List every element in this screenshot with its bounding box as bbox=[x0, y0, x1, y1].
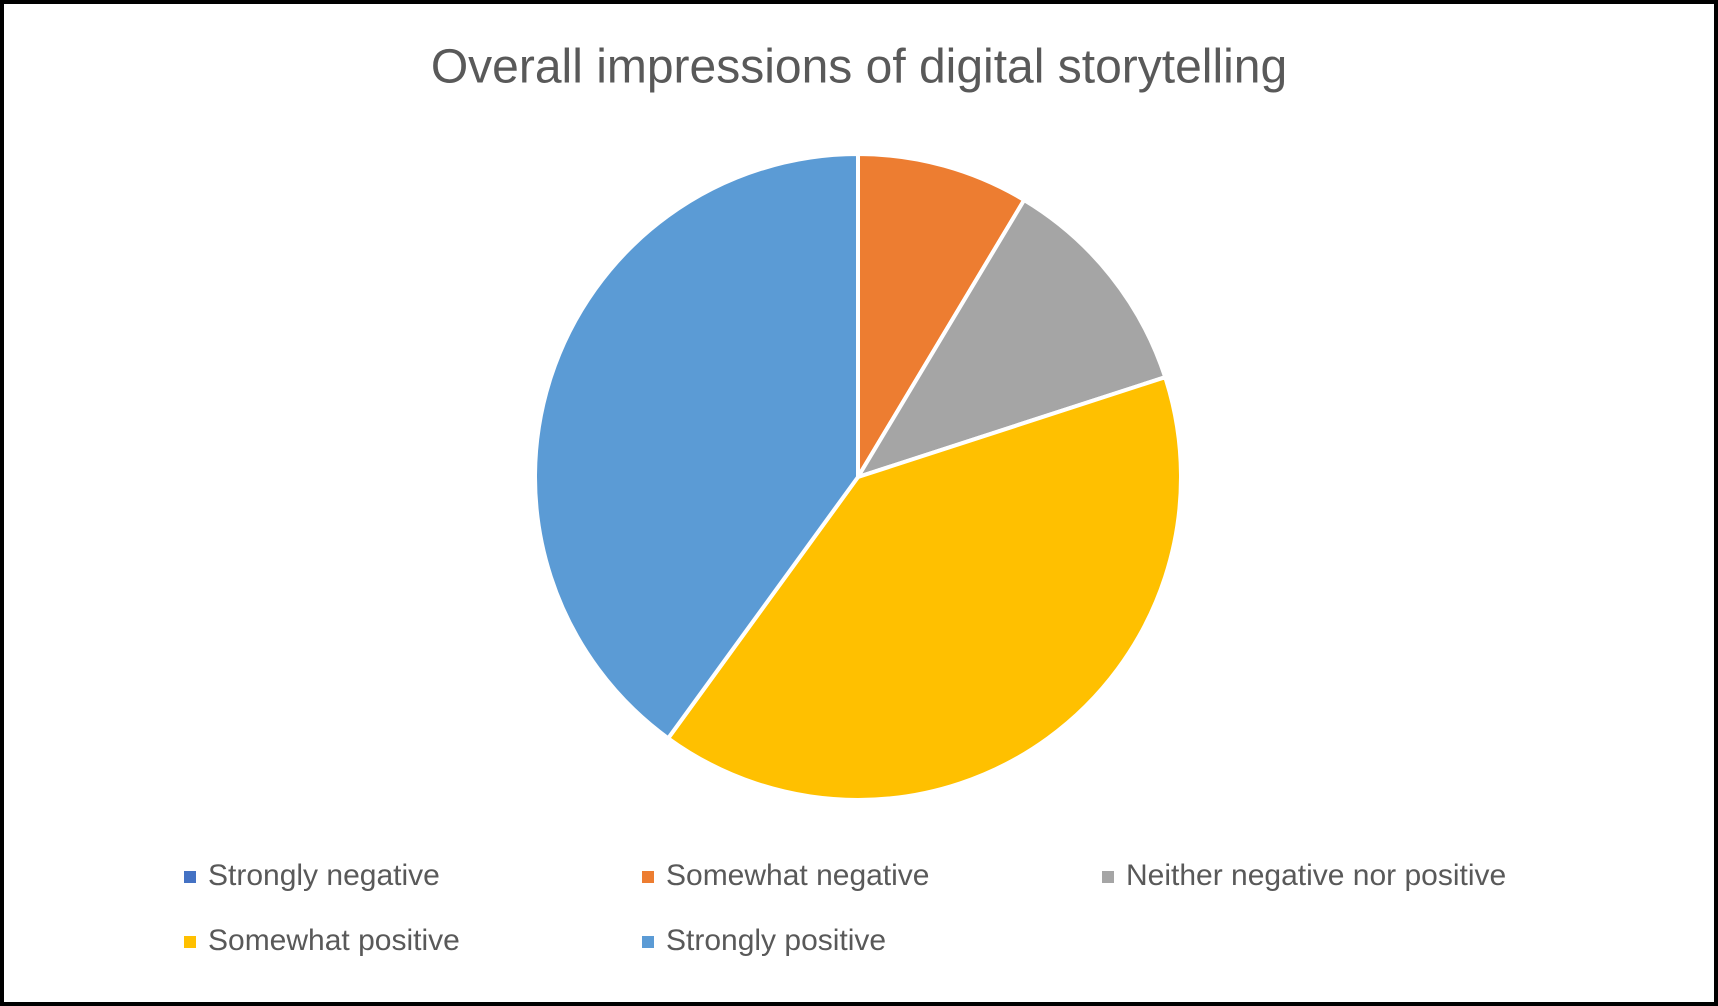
legend-label: Somewhat negative bbox=[666, 859, 930, 892]
legend-label: Strongly positive bbox=[666, 924, 886, 957]
pie-slice bbox=[533, 152, 860, 741]
pie-slice bbox=[666, 375, 1183, 802]
legend-swatch bbox=[184, 871, 196, 883]
legend-label: Strongly negative bbox=[208, 859, 440, 892]
legend-swatch bbox=[642, 871, 654, 883]
pie-slice bbox=[856, 152, 1027, 479]
legend-swatch bbox=[184, 936, 196, 948]
chart-title: Overall impressions of digital storytell… bbox=[431, 41, 1287, 94]
legend-swatch bbox=[1102, 871, 1114, 883]
legend-label: Neither negative nor positive bbox=[1126, 859, 1506, 892]
legend-swatch bbox=[642, 936, 654, 948]
pie-slice bbox=[856, 198, 1168, 479]
legend-label: Somewhat positive bbox=[208, 924, 460, 957]
